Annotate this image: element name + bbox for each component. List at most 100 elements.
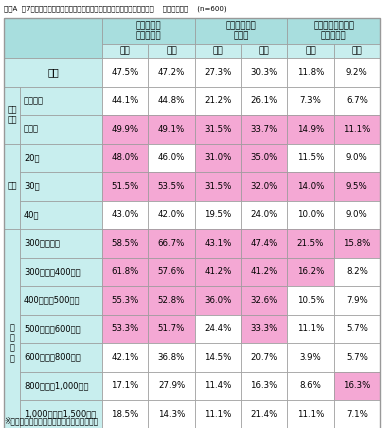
Text: 3.9%: 3.9% bbox=[300, 353, 321, 362]
Bar bbox=[287, 400, 334, 428]
Bar bbox=[148, 200, 195, 229]
Bar bbox=[241, 115, 287, 143]
Bar bbox=[195, 258, 241, 286]
Text: 11.4%: 11.4% bbox=[204, 381, 232, 390]
Bar bbox=[334, 315, 380, 343]
Bar bbox=[102, 18, 195, 44]
Bar bbox=[195, 58, 241, 86]
Bar bbox=[195, 200, 241, 229]
Bar bbox=[287, 172, 334, 200]
Bar bbox=[20, 172, 102, 200]
Bar bbox=[20, 229, 102, 258]
Text: 17.1%: 17.1% bbox=[111, 381, 139, 390]
Bar bbox=[334, 258, 380, 286]
Bar bbox=[195, 172, 241, 200]
Bar bbox=[102, 115, 148, 143]
Bar bbox=[241, 172, 287, 200]
Bar bbox=[4, 143, 20, 229]
Bar bbox=[102, 315, 148, 343]
Bar bbox=[241, 315, 287, 343]
Bar bbox=[148, 343, 195, 372]
Text: 53.5%: 53.5% bbox=[158, 182, 185, 191]
Text: 47.4%: 47.4% bbox=[250, 239, 278, 248]
Text: 全体: 全体 bbox=[47, 67, 59, 77]
Text: 46.0%: 46.0% bbox=[158, 153, 185, 162]
Text: 9.0%: 9.0% bbox=[346, 153, 368, 162]
Text: 9.0%: 9.0% bbox=[346, 210, 368, 219]
Bar bbox=[20, 286, 102, 315]
Bar bbox=[102, 372, 148, 400]
Text: 44.1%: 44.1% bbox=[111, 96, 139, 105]
Text: 51.5%: 51.5% bbox=[111, 182, 139, 191]
Text: 33.7%: 33.7% bbox=[250, 125, 278, 134]
Bar bbox=[334, 44, 380, 58]
Bar bbox=[334, 200, 380, 229]
Bar bbox=[287, 115, 334, 143]
Text: 300万円〜400万円: 300万円〜400万円 bbox=[24, 267, 81, 276]
Text: 43.0%: 43.0% bbox=[111, 210, 139, 219]
Text: 53.3%: 53.3% bbox=[111, 324, 139, 333]
Text: 52.8%: 52.8% bbox=[158, 296, 185, 305]
Bar bbox=[195, 315, 241, 343]
Text: 57.6%: 57.6% bbox=[158, 267, 185, 276]
Text: 66.7%: 66.7% bbox=[158, 239, 185, 248]
Bar bbox=[102, 400, 148, 428]
Text: 24.4%: 24.4% bbox=[204, 324, 232, 333]
Bar bbox=[334, 286, 380, 315]
Text: 10.0%: 10.0% bbox=[297, 210, 324, 219]
Bar bbox=[148, 400, 195, 428]
Bar bbox=[287, 343, 334, 372]
Text: 300万円未満: 300万円未満 bbox=[24, 239, 60, 248]
Text: 43.1%: 43.1% bbox=[204, 239, 232, 248]
Text: 7.9%: 7.9% bbox=[346, 296, 368, 305]
Text: 11.5%: 11.5% bbox=[297, 153, 324, 162]
Text: 31.5%: 31.5% bbox=[204, 125, 232, 134]
Bar bbox=[4, 18, 102, 58]
Text: 27.9%: 27.9% bbox=[158, 381, 185, 390]
Text: 33.3%: 33.3% bbox=[250, 324, 278, 333]
Bar bbox=[20, 400, 102, 428]
Text: 6.7%: 6.7% bbox=[346, 96, 368, 105]
Bar bbox=[102, 229, 148, 258]
Bar bbox=[148, 229, 195, 258]
Text: 58.5%: 58.5% bbox=[111, 239, 139, 248]
Text: 今回: 今回 bbox=[305, 47, 316, 56]
Bar bbox=[148, 286, 195, 315]
Bar bbox=[287, 315, 334, 343]
Bar bbox=[148, 372, 195, 400]
Bar bbox=[241, 143, 287, 172]
Text: 14.0%: 14.0% bbox=[297, 182, 324, 191]
Text: 共働き: 共働き bbox=[24, 125, 39, 134]
Text: 40代: 40代 bbox=[24, 210, 40, 219]
Bar bbox=[287, 86, 334, 115]
Bar bbox=[287, 58, 334, 86]
Text: 9.2%: 9.2% bbox=[346, 68, 368, 77]
Text: 5.7%: 5.7% bbox=[346, 353, 368, 362]
Text: 41.2%: 41.2% bbox=[204, 267, 232, 276]
Bar bbox=[287, 372, 334, 400]
Bar bbox=[195, 372, 241, 400]
Bar bbox=[102, 44, 148, 58]
Bar bbox=[287, 286, 334, 315]
Bar bbox=[195, 18, 287, 44]
Bar bbox=[195, 343, 241, 372]
Bar bbox=[195, 400, 241, 428]
Bar bbox=[241, 258, 287, 286]
Text: 夫に転職して
欲しい: 夫に転職して 欲しい bbox=[226, 21, 257, 41]
Text: 8.6%: 8.6% bbox=[300, 381, 321, 390]
Text: 5.7%: 5.7% bbox=[346, 324, 368, 333]
Bar bbox=[334, 343, 380, 372]
Bar bbox=[241, 58, 287, 86]
Bar bbox=[4, 58, 102, 86]
Text: 44.8%: 44.8% bbox=[158, 96, 185, 105]
Text: 20.7%: 20.7% bbox=[250, 353, 278, 362]
Bar bbox=[102, 143, 148, 172]
Bar bbox=[287, 258, 334, 286]
Text: 400万円〜500万円: 400万円〜500万円 bbox=[24, 296, 81, 305]
Text: 1,000万円〜1,500万円: 1,000万円〜1,500万円 bbox=[24, 410, 96, 419]
Bar bbox=[241, 86, 287, 115]
Text: 41.2%: 41.2% bbox=[250, 267, 278, 276]
Text: 21.5%: 21.5% bbox=[297, 239, 324, 248]
Text: 31.5%: 31.5% bbox=[204, 182, 232, 191]
Bar bbox=[334, 115, 380, 143]
